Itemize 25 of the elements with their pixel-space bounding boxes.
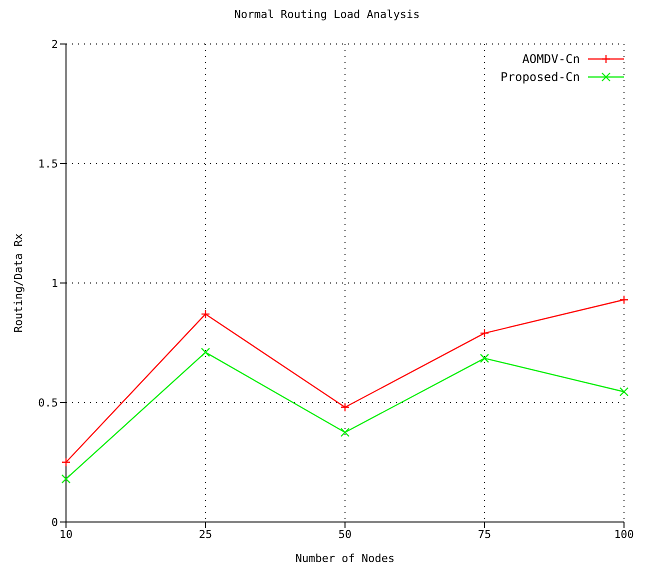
point bbox=[61, 474, 71, 484]
y-axis-title: Routing/Data Rx bbox=[12, 232, 25, 333]
x-tick-label: 100 bbox=[614, 528, 634, 541]
point bbox=[340, 428, 350, 437]
y-tick-label: 2 bbox=[51, 38, 58, 51]
y-tick-label: 1 bbox=[51, 276, 58, 290]
y-tick-label: 1.5 bbox=[38, 157, 58, 170]
point bbox=[200, 309, 210, 319]
y-tick-label: 0.5 bbox=[38, 396, 58, 410]
x-tick-label: 25 bbox=[198, 528, 212, 541]
point bbox=[200, 348, 210, 357]
x-tick-label: 75 bbox=[478, 528, 492, 541]
point bbox=[619, 295, 629, 304]
point bbox=[619, 387, 629, 396]
x-tick-label: 50 bbox=[338, 528, 352, 541]
legend-label: Proposed-Cn bbox=[500, 70, 580, 84]
point bbox=[480, 328, 490, 338]
x-tick-label: 10 bbox=[59, 528, 73, 541]
point bbox=[340, 402, 350, 412]
chart-title: Normal Routing Load Analysis bbox=[233, 8, 421, 21]
legend-label: AOMDV-Cn bbox=[522, 52, 580, 66]
y-tick-label: 0 bbox=[51, 516, 58, 529]
point bbox=[480, 354, 490, 363]
x-axis-title: Number of Nodes bbox=[295, 552, 395, 565]
point bbox=[61, 458, 71, 467]
